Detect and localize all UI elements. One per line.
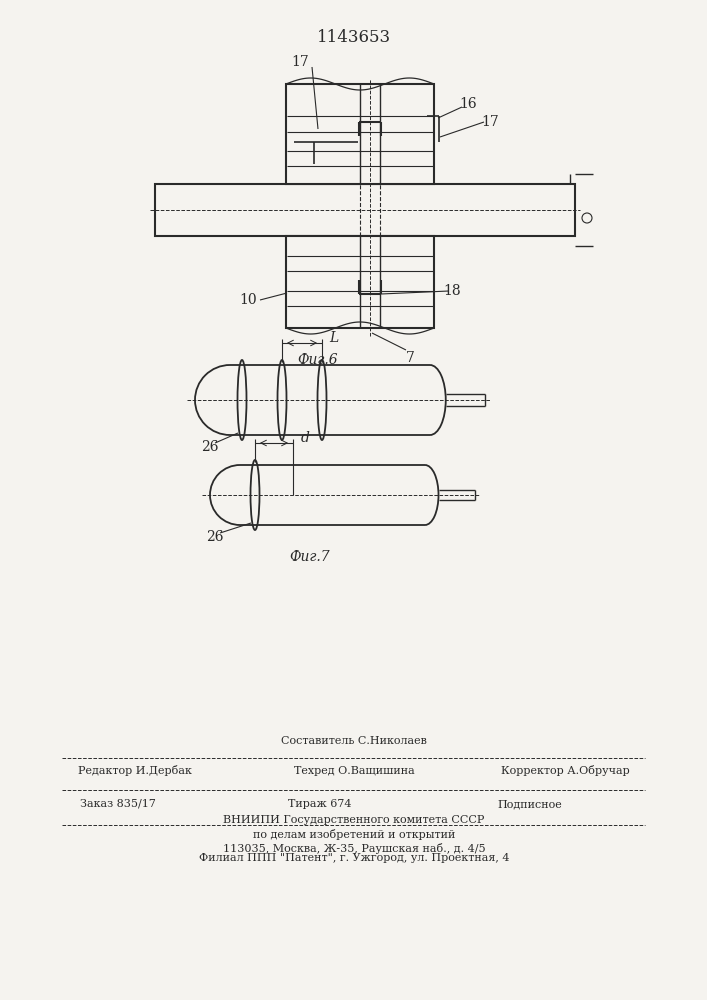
Text: 113035, Москва, Ж-35, Раушская наб., д. 4/5: 113035, Москва, Ж-35, Раушская наб., д. …: [223, 842, 485, 854]
Text: Корректор А.Обручар: Корректор А.Обручар: [501, 766, 629, 776]
Text: 17: 17: [481, 115, 499, 129]
Text: Составитель С.Николаев: Составитель С.Николаев: [281, 736, 427, 746]
Bar: [155, 184, 575, 236]
Text: Заказ 835/17: Заказ 835/17: [80, 799, 156, 809]
Text: 18: 18: [443, 284, 461, 298]
Text: 1143653: 1143653: [317, 29, 391, 46]
Bar: [286, 84, 434, 184]
Text: 16: 16: [459, 97, 477, 111]
Text: Тираж 674: Тираж 674: [288, 799, 352, 809]
Text: Филиал ППП "Патент", г. Ужгород, ул. Проектная, 4: Филиал ППП "Патент", г. Ужгород, ул. Про…: [199, 853, 509, 863]
Text: d: d: [300, 431, 310, 445]
Text: Фиг.6: Фиг.6: [298, 353, 339, 367]
Text: Подписное: Подписное: [498, 799, 562, 809]
Text: 17: 17: [291, 55, 309, 69]
Text: L: L: [329, 331, 339, 345]
Text: 10: 10: [239, 293, 257, 307]
Bar: [286, 236, 434, 328]
Text: Техред О.Ващишина: Техред О.Ващишина: [293, 766, 414, 776]
Text: Фиг.7: Фиг.7: [290, 550, 330, 564]
Text: 26: 26: [201, 440, 218, 454]
Text: по делам изобретений и открытий: по делам изобретений и открытий: [253, 828, 455, 840]
Text: 7: 7: [406, 351, 414, 365]
Text: 26: 26: [206, 530, 223, 544]
Text: ВНИИПИ Государственного комитета СССР: ВНИИПИ Государственного комитета СССР: [223, 815, 485, 825]
Text: Редактор И.Дербак: Редактор И.Дербак: [78, 766, 192, 776]
